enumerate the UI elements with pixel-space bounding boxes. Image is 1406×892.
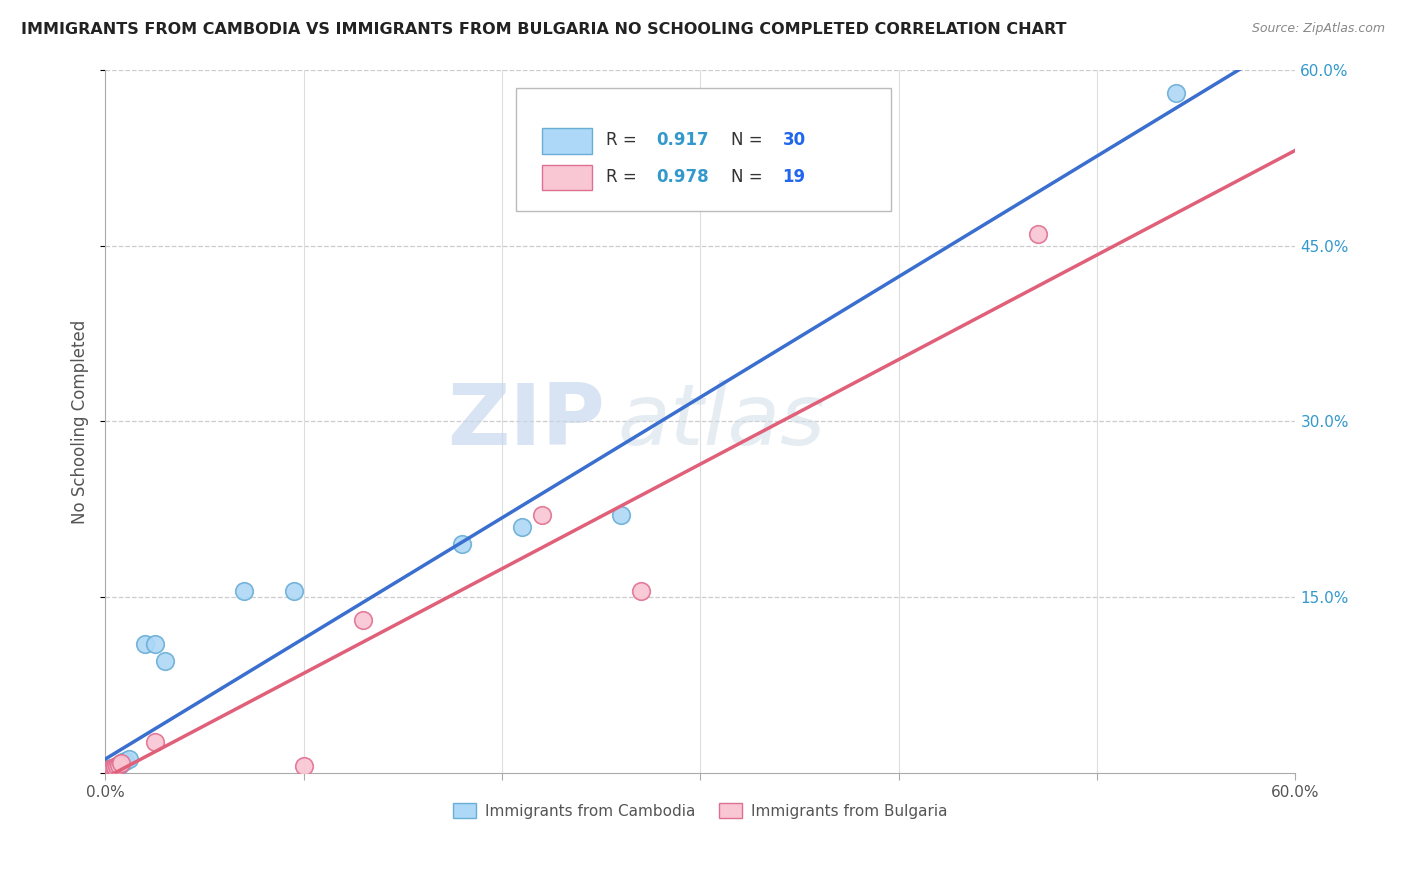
Text: 0.978: 0.978: [657, 168, 709, 186]
Point: [104, 761, 127, 775]
Point: [101, 762, 124, 776]
Point: [98, 764, 121, 779]
Text: N =: N =: [731, 131, 768, 149]
Point: [118, 752, 141, 766]
Text: R =: R =: [606, 168, 643, 186]
Point: [98, 764, 121, 778]
Point: [143, 735, 166, 749]
Text: ZIP: ZIP: [447, 380, 605, 463]
Point: [134, 637, 156, 651]
Point: [108, 758, 131, 772]
Point: [105, 758, 128, 772]
Point: [96, 764, 118, 779]
Point: [104, 760, 127, 774]
Point: [451, 537, 474, 551]
Point: [100, 762, 122, 776]
Point: [100, 764, 122, 778]
Legend: Immigrants from Cambodia, Immigrants from Bulgaria: Immigrants from Cambodia, Immigrants fro…: [447, 797, 953, 825]
Point: [104, 760, 127, 774]
Point: [610, 508, 633, 522]
Bar: [543, 128, 592, 153]
Point: [104, 761, 127, 775]
Point: [98, 762, 121, 776]
FancyBboxPatch shape: [516, 87, 891, 211]
Point: [108, 757, 131, 772]
Point: [110, 756, 132, 771]
Point: [100, 761, 122, 775]
Point: [352, 614, 374, 628]
Point: [105, 760, 128, 774]
Text: Source: ZipAtlas.com: Source: ZipAtlas.com: [1251, 22, 1385, 36]
Point: [114, 754, 136, 768]
Bar: [543, 165, 592, 190]
Point: [110, 756, 132, 771]
Point: [100, 762, 122, 776]
Point: [283, 584, 305, 599]
Point: [510, 520, 533, 534]
Point: [101, 761, 124, 775]
Point: [98, 764, 121, 778]
Point: [1166, 87, 1188, 101]
Point: [105, 758, 128, 772]
Text: atlas: atlas: [617, 380, 825, 463]
Point: [233, 584, 256, 599]
Point: [1026, 227, 1049, 241]
Point: [108, 757, 131, 772]
Point: [112, 755, 135, 769]
Point: [100, 764, 122, 778]
Text: 0.917: 0.917: [657, 131, 709, 149]
Point: [101, 762, 124, 776]
Text: R =: R =: [606, 131, 643, 149]
Point: [96, 764, 118, 779]
Point: [292, 758, 315, 772]
Point: [530, 508, 553, 522]
Text: 30: 30: [783, 131, 806, 149]
Point: [101, 761, 124, 775]
Text: IMMIGRANTS FROM CAMBODIA VS IMMIGRANTS FROM BULGARIA NO SCHOOLING COMPLETED CORR: IMMIGRANTS FROM CAMBODIA VS IMMIGRANTS F…: [21, 22, 1067, 37]
Y-axis label: No Schooling Completed: No Schooling Completed: [72, 319, 89, 524]
Text: 19: 19: [783, 168, 806, 186]
Point: [96, 764, 118, 778]
Point: [98, 762, 121, 776]
Point: [143, 637, 166, 651]
Point: [153, 655, 176, 669]
Point: [630, 584, 652, 599]
Point: [96, 764, 118, 779]
Text: N =: N =: [731, 168, 768, 186]
Point: [104, 762, 127, 776]
